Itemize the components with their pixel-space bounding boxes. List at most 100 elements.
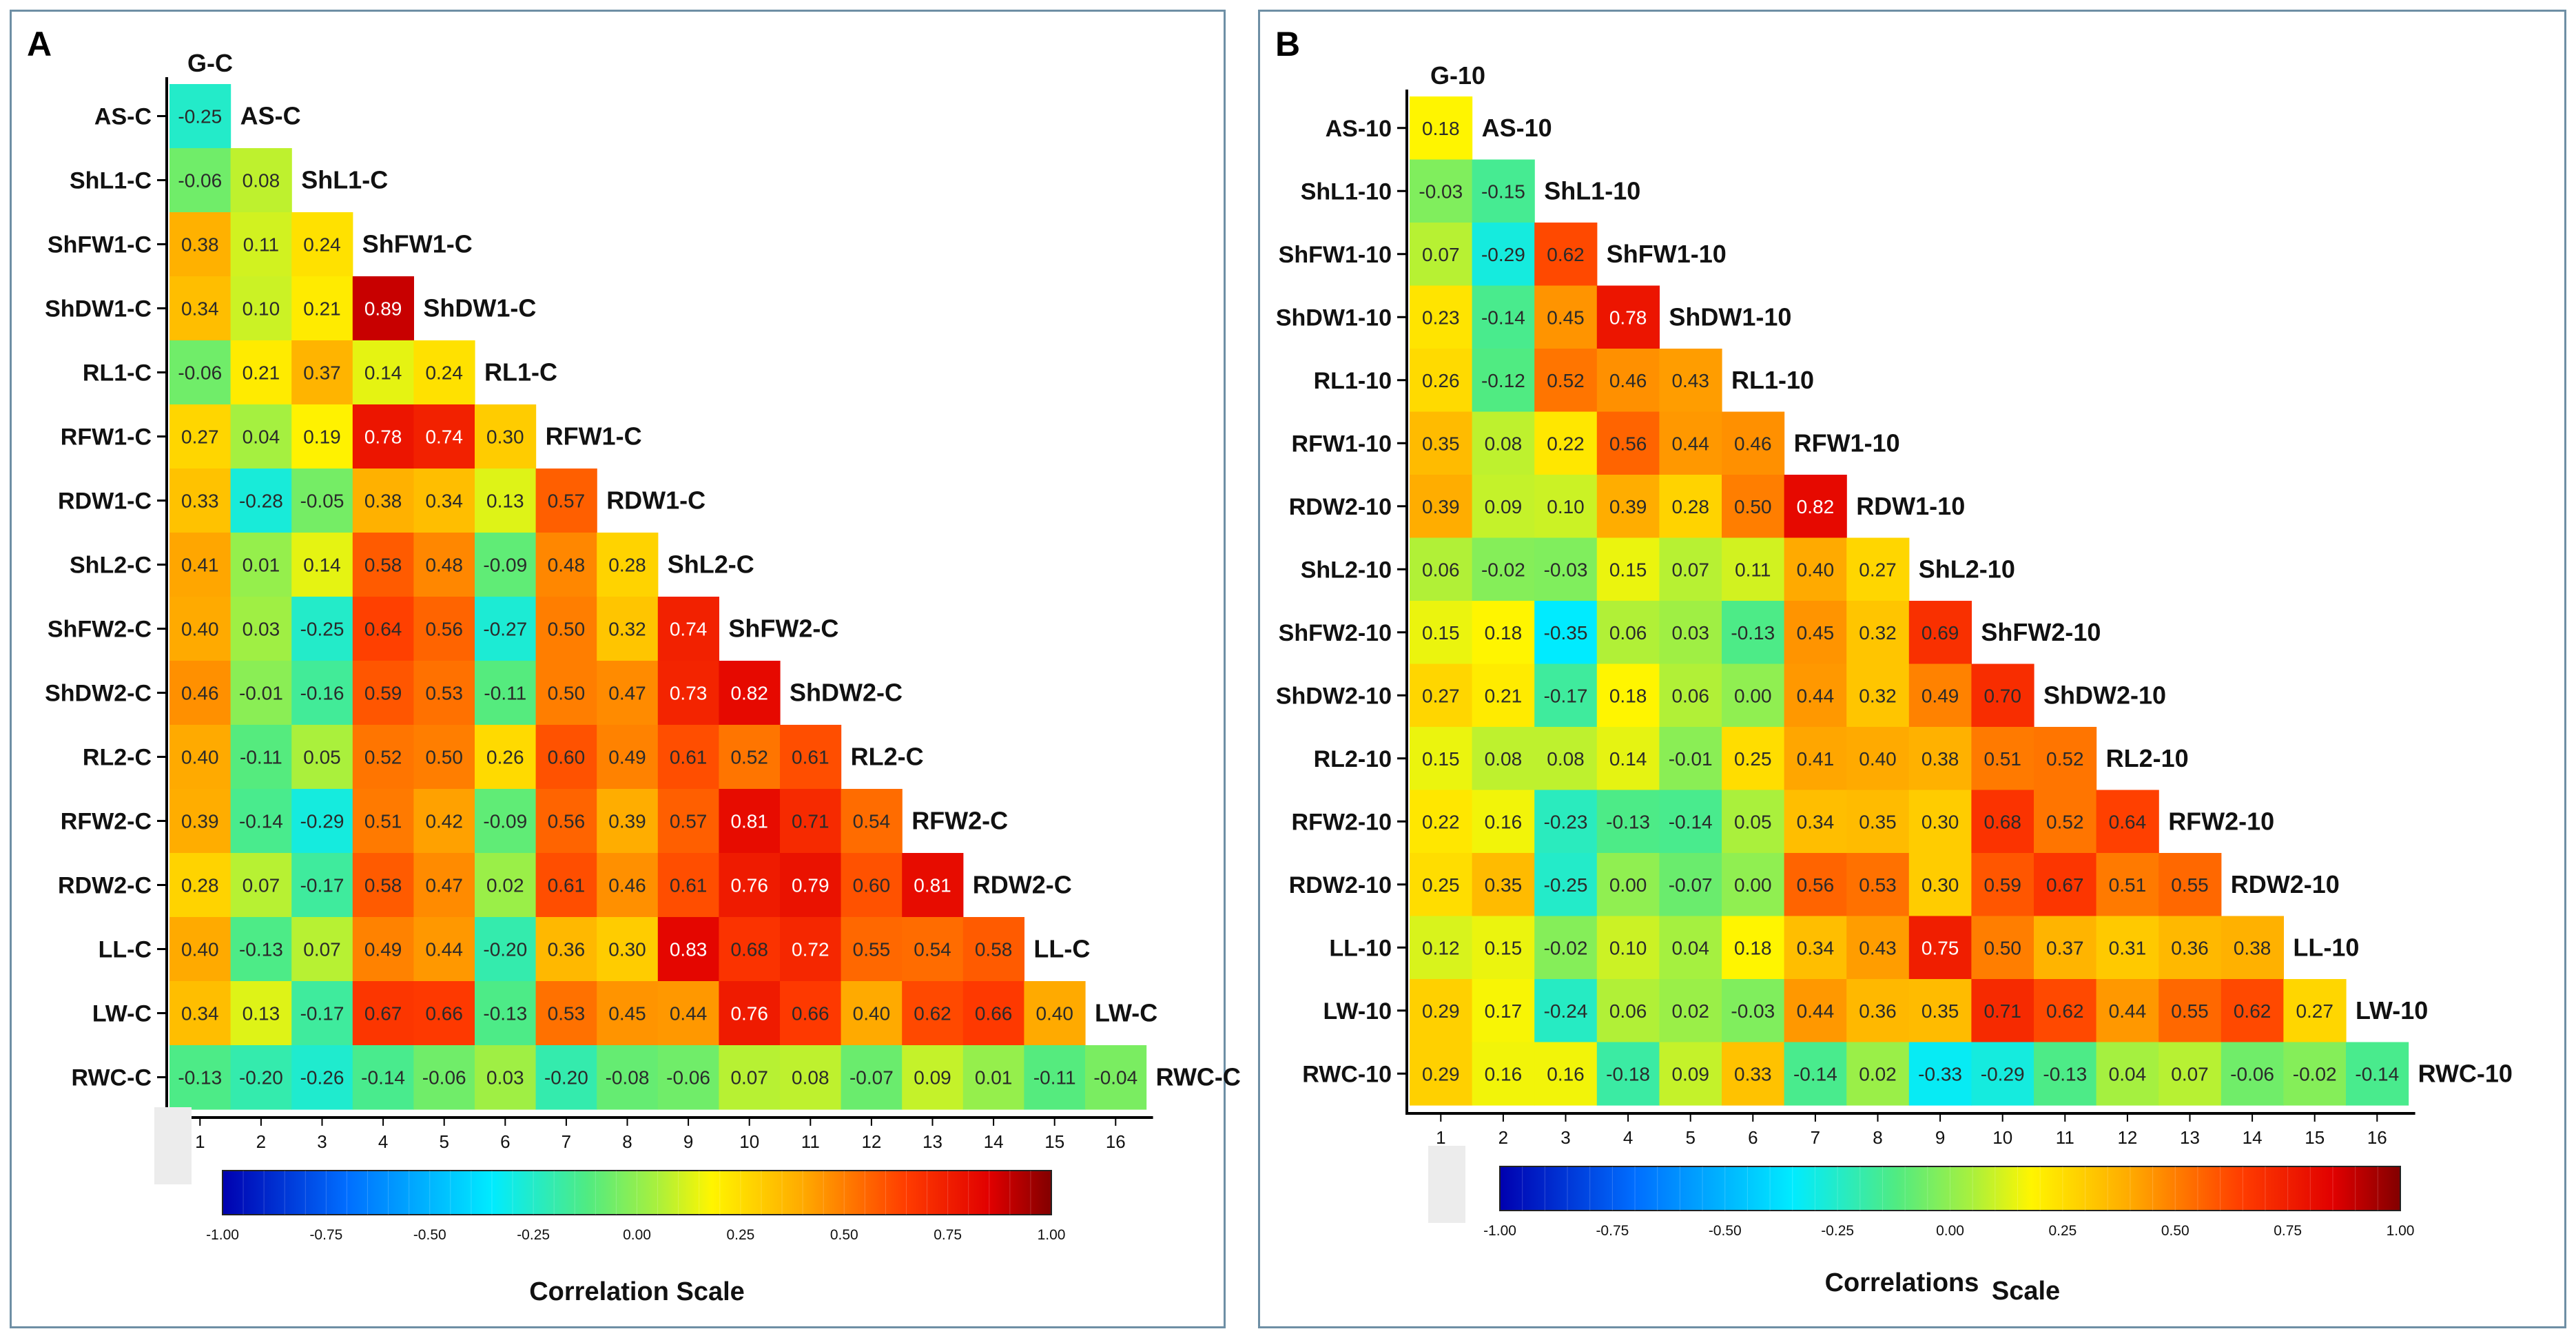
heatmap-cell: [475, 789, 537, 854]
cell-value: 0.67: [364, 1003, 402, 1025]
cell-value: 0.61: [792, 747, 830, 768]
diagonal-label: RL2-10: [2106, 744, 2189, 772]
cell-value: 0.31: [2109, 937, 2147, 958]
heatmap-a: -0.25 -0.06 0.08 0.38 0.11 0.24 0.34 0.10 0.21 0.…: [45, 49, 1241, 1306]
cell-value: 0.64: [364, 619, 402, 640]
cell-value: 0.66: [425, 1003, 463, 1025]
heatmap-cell: [1410, 601, 1473, 665]
row-label: RWC-C: [72, 1065, 152, 1091]
cell-value: 0.57: [670, 811, 708, 832]
heatmap-cell: [2034, 979, 2097, 1043]
cell-value: 0.50: [548, 619, 586, 640]
heatmap-cell: [657, 1045, 719, 1110]
diagonal-label: ShL1-10: [1544, 176, 1640, 205]
legend-swatch: [1428, 1146, 1465, 1223]
cell-value: 0.58: [975, 939, 1013, 960]
cell-value: 0.39: [608, 811, 646, 832]
diagonal-label: RFW1-C: [546, 422, 642, 451]
heatmap-cell: [1908, 1042, 1972, 1106]
cell-value: 0.74: [670, 619, 708, 640]
cell-value: 0.07: [303, 939, 341, 960]
heatmap-cell: [291, 276, 353, 341]
row-label: RFW1-C: [61, 424, 152, 451]
cell-value: 0.27: [181, 426, 219, 448]
cell-value: 0.33: [181, 491, 219, 512]
scale-tick-label: 0.00: [1936, 1223, 1964, 1239]
heatmap-cell: [1659, 1042, 1722, 1106]
row-label: RDW2-C: [58, 873, 152, 899]
cell-value: 0.76: [730, 875, 768, 896]
scale-tick-label: -0.50: [1709, 1223, 1742, 1239]
heatmap-cell: [2158, 1042, 2222, 1106]
diagonal-label: ShFW1-10: [1607, 240, 1727, 268]
heatmap-cell: [1596, 349, 1660, 413]
cell-value: 0.38: [1921, 748, 1959, 770]
cell-value: 0.82: [730, 683, 768, 704]
heatmap-cell: [657, 853, 719, 918]
cell-value: -0.12: [1481, 370, 1525, 391]
heatmap-cell: [657, 981, 719, 1046]
heatmap-cell: [1534, 285, 1598, 349]
cell-value: -0.17: [300, 1003, 344, 1025]
heatmap-cell: [1024, 1045, 1086, 1110]
cell-value: 0.55: [2171, 1000, 2209, 1022]
heatmap-cell: [475, 597, 537, 661]
heatmap-cell: [1410, 96, 1473, 161]
cell-value: -0.11: [240, 747, 282, 768]
cell-value: 0.32: [1859, 622, 1897, 644]
cell-value: 0.68: [730, 939, 768, 960]
heatmap-cell: [1534, 663, 1598, 728]
heatmap-cell: [597, 1045, 659, 1110]
heatmap-cell: [291, 981, 353, 1046]
heatmap-cell: [1784, 979, 1847, 1043]
cell-value: 0.06: [1609, 622, 1647, 644]
cell-value: 0.83: [670, 939, 708, 960]
heatmap-cell: [1784, 537, 1847, 601]
cell-value: -0.14: [1481, 307, 1525, 328]
heatmap-cell: [2158, 916, 2222, 980]
heatmap-cell: [291, 661, 353, 725]
x-tick-label: 16: [2367, 1127, 2387, 1148]
heatmap-cell: [1472, 285, 1535, 349]
cell-value: 0.09: [1485, 496, 1523, 517]
diagonal-label: ShL2-C: [668, 550, 754, 579]
scale-tick-label: -1.00: [206, 1227, 239, 1243]
cell-value: 0.11: [1735, 559, 1771, 580]
heatmap-cell: [475, 917, 537, 982]
heatmap-cell: [1472, 411, 1535, 475]
cell-value: 0.45: [608, 1003, 646, 1025]
heatmap-cell: [413, 469, 475, 533]
cell-value: 0.44: [1671, 433, 1709, 454]
heatmap-cell: [413, 981, 475, 1046]
row-label: LL-10: [1329, 935, 1392, 961]
heatmap-cell: [1971, 790, 2034, 854]
heatmap-cell: [597, 597, 659, 661]
heatmap-cell: [413, 1045, 475, 1110]
heatmap-cell: [1659, 979, 1722, 1043]
cell-value: 0.66: [792, 1003, 830, 1025]
heatmap-cell: [1534, 1042, 1598, 1106]
color-scale-bar: [1499, 1166, 2401, 1211]
heatmap-cell: [1846, 853, 1910, 917]
heatmap-cell: [535, 917, 597, 982]
heatmap-cell: [1784, 601, 1847, 665]
cell-value: 0.54: [914, 939, 951, 960]
row-label: ShFW2-C: [48, 617, 152, 643]
heatmap-cell: [1846, 663, 1910, 728]
heatmap-cell: [352, 276, 414, 341]
heatmap-cell: [1971, 663, 2034, 728]
cell-value: -0.05: [300, 491, 344, 512]
cell-value: 0.59: [1983, 874, 2021, 896]
top-label: G-10: [1430, 61, 1485, 90]
cell-value: 0.00: [1609, 874, 1647, 896]
cell-value: 0.14: [364, 362, 402, 384]
scale-tick-label: 0.00: [623, 1227, 651, 1243]
heatmap-cell: [230, 340, 292, 405]
cell-value: 0.46: [608, 875, 646, 896]
heatmap-cell: [1534, 601, 1598, 665]
cell-value: -0.29: [1481, 244, 1525, 265]
heatmap-cell: [169, 84, 231, 149]
cell-value: 0.71: [792, 811, 830, 832]
cell-value: -0.14: [361, 1067, 405, 1089]
heatmap-cell: [1534, 411, 1598, 475]
